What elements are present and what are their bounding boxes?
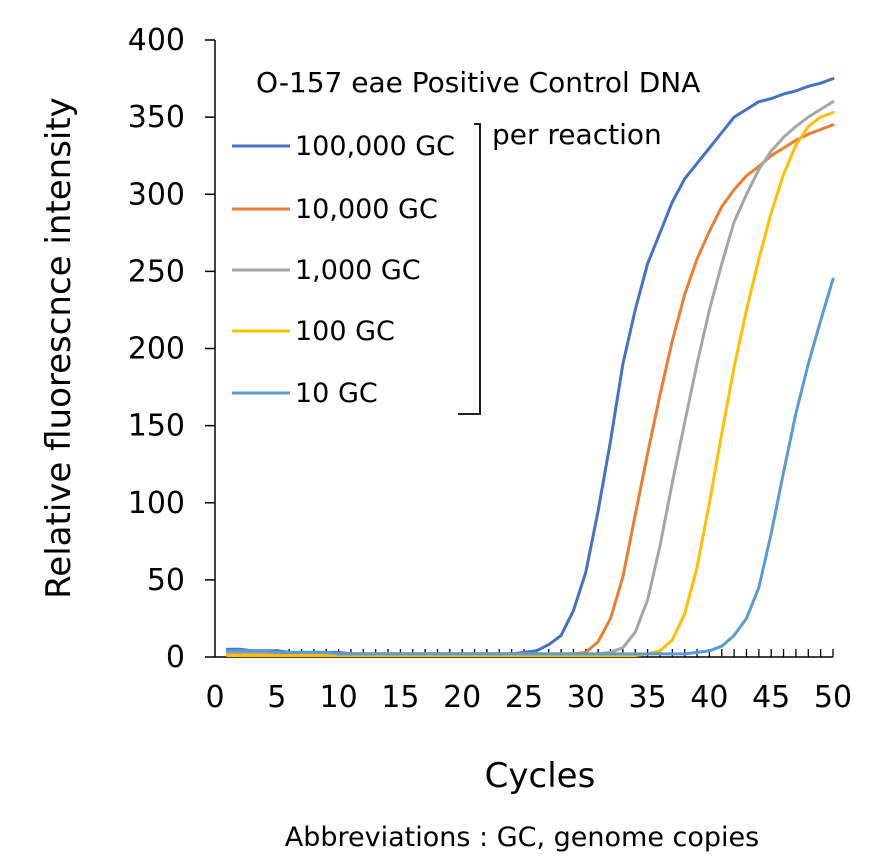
y-tick-label: 350 [128, 100, 185, 135]
x-tick-label: 25 [505, 680, 543, 715]
y-tick-label: 250 [128, 254, 185, 289]
annotation-title-line1: O-157 eae Positive Control DNA [256, 66, 700, 99]
legend-label: 1,000 GC [295, 255, 421, 286]
x-tick-label: 45 [752, 680, 790, 715]
series-line-0 [225, 77, 835, 656]
annotation-title-line2: per reaction [492, 118, 662, 151]
x-axis-ticks: 0 5 10 15 20 25 30 35 40 45 50 [205, 649, 852, 715]
y-axis-title: Relative fluorescnce intensity [39, 97, 79, 599]
legend-label: 10,000 GC [295, 194, 438, 225]
legend-label: 100,000 GC [295, 131, 455, 162]
series-line-4 [225, 277, 835, 656]
x-tick-label: 15 [381, 680, 419, 715]
x-tick-label: 0 [205, 680, 224, 715]
legend: 100,000 GC 10,000 GC 1,000 GC 100 GC 10 GC [232, 131, 455, 409]
legend-label: 100 GC [295, 316, 395, 347]
x-tick-label: 10 [320, 680, 358, 715]
x-axis-title: Cycles [485, 756, 596, 796]
x-tick-label: 40 [690, 680, 728, 715]
series-line-3 [225, 111, 835, 657]
legend-bracket [458, 123, 481, 415]
series-layer [225, 77, 835, 657]
y-tick-label: 100 [128, 486, 185, 521]
y-tick-label: 200 [128, 332, 185, 367]
footnote-abbreviations: Abbreviations : GC, genome copies [285, 822, 759, 853]
x-tick-label: 5 [267, 680, 286, 715]
y-tick-label: 400 [128, 23, 185, 58]
y-tick-label: 300 [128, 177, 185, 212]
y-tick-label: 0 [166, 640, 185, 675]
legend-label: 10 GC [295, 378, 378, 409]
x-tick-label: 35 [629, 680, 667, 715]
y-tick-label: 50 [147, 563, 185, 598]
y-tick-label: 150 [128, 409, 185, 444]
x-tick-label: 50 [814, 680, 852, 715]
x-tick-label: 20 [443, 680, 481, 715]
x-tick-label: 30 [567, 680, 605, 715]
y-axis-ticks: 0 50 100 150 200 250 300 350 400 [128, 23, 215, 675]
